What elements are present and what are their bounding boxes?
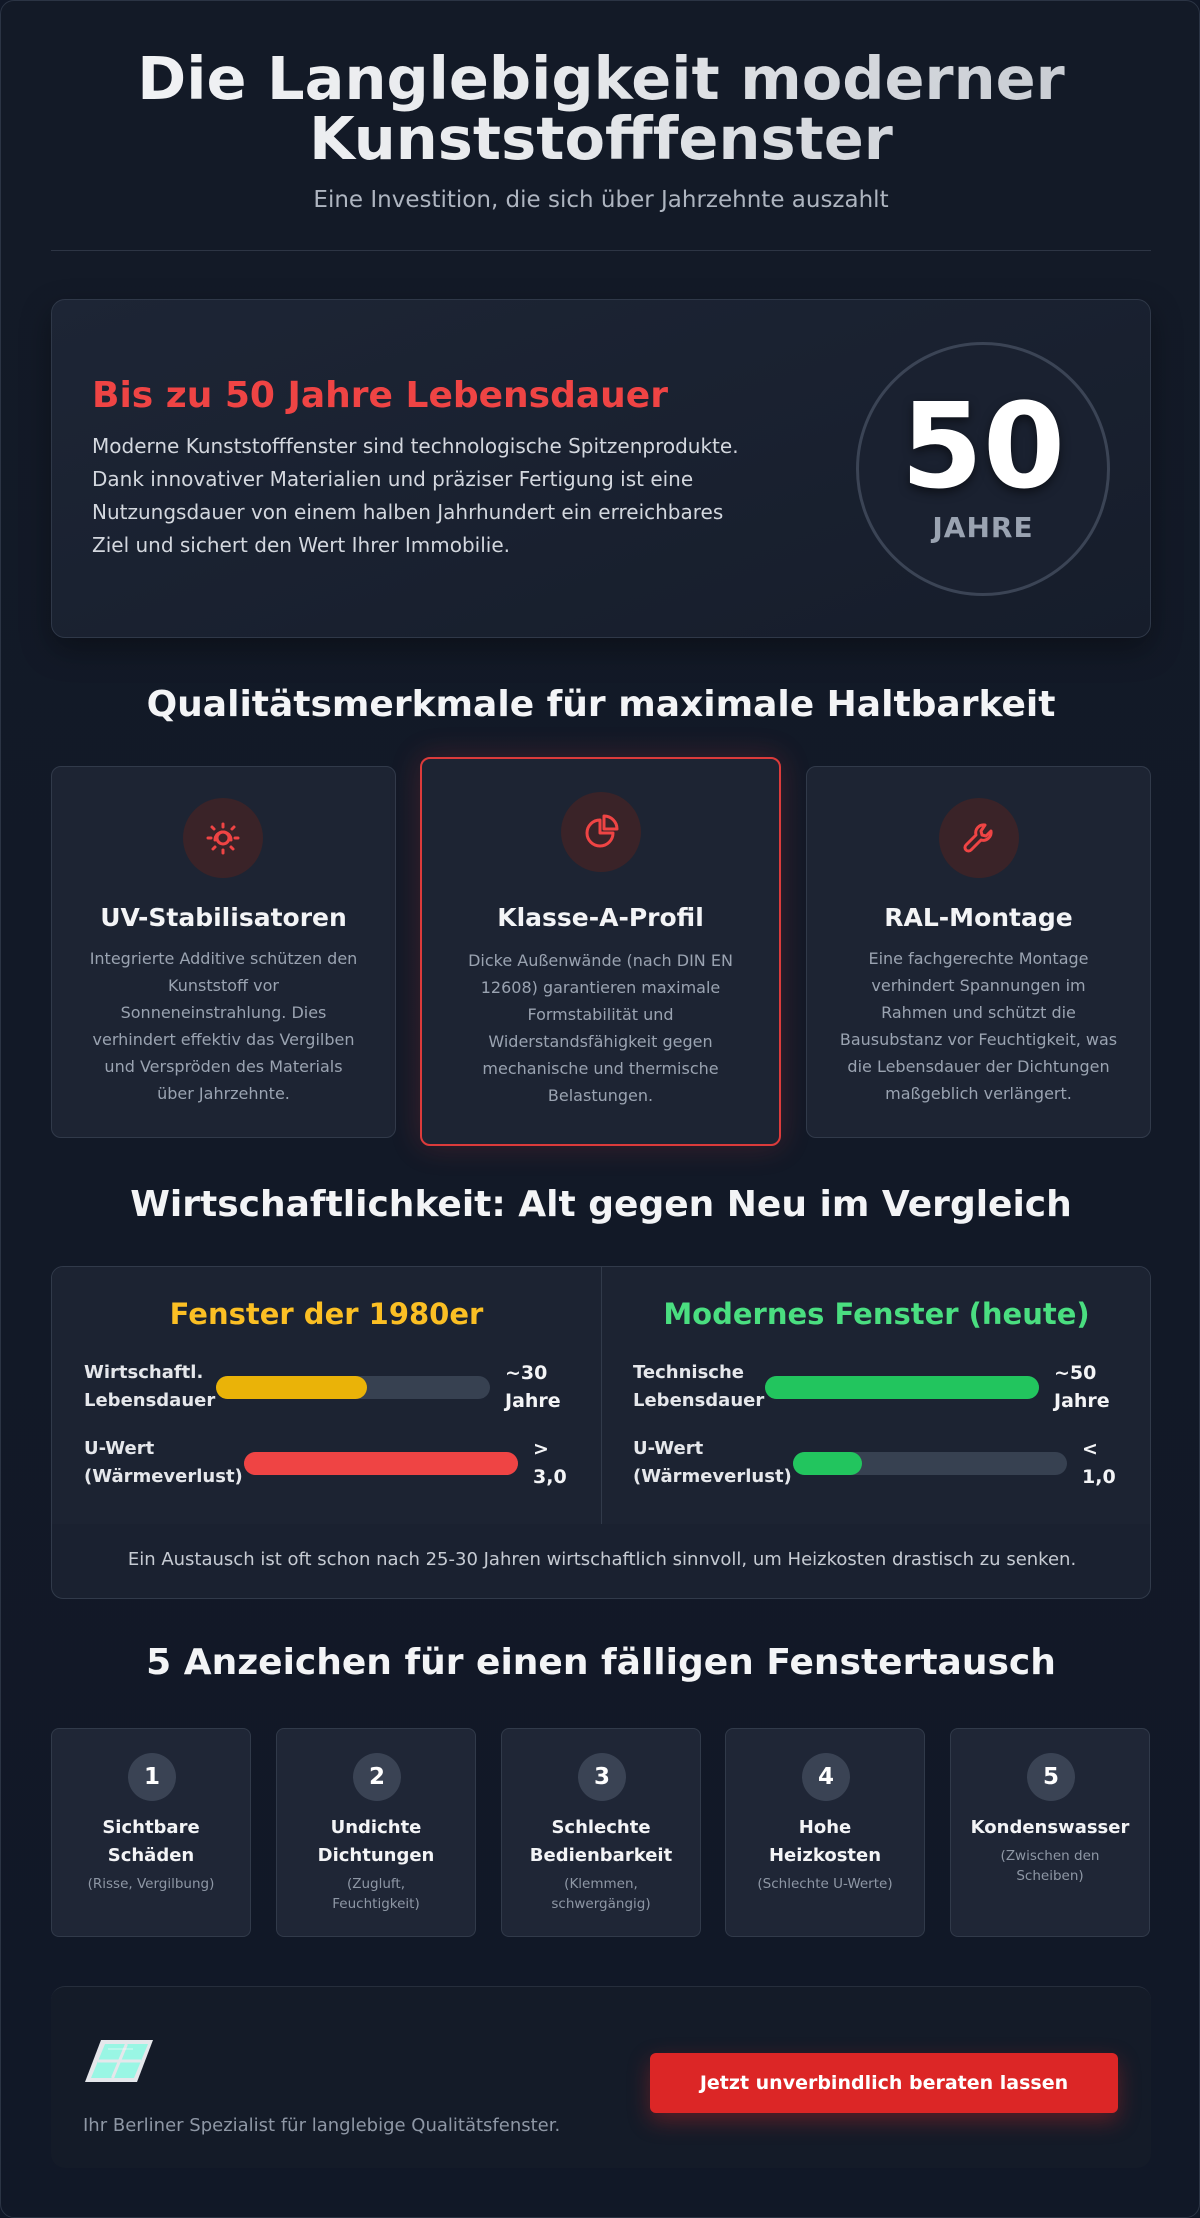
sign-subtitle: (Schlechte U-Werte) (757, 1876, 893, 1892)
sign-number: 2 (353, 1753, 401, 1801)
footer-text: Ihr Berliner Spezialist für langlebige Q… (83, 2115, 561, 2136)
sun-icon (183, 798, 263, 878)
feature-card-profile: Klasse-A-Profil Dicke Außenwände (nach D… (420, 757, 781, 1146)
comparison-title: Wirtschaftlichkeit: Alt gegen Neu im Ver… (130, 1184, 1072, 1225)
sign-title: Schlechte Bedienbarkeit (529, 1817, 673, 1866)
sign-card-4: 4 Hohe Heizkosten (Schlechte U-Werte) (725, 1728, 925, 1937)
footer: Ihr Berliner Spezialist für langlebige Q… (51, 1986, 1151, 2168)
old-uvalue-value: > 3,0 (533, 1438, 567, 1488)
years-unit: JAHRE (932, 511, 1034, 544)
sign-subtitle: (Risse, Vergilbung) (87, 1876, 215, 1892)
sign-title: Undichte Dichtungen (317, 1817, 435, 1866)
wrench-icon (939, 798, 1019, 878)
comparison-table: Fenster der 1980er Wirtschaftl. Lebensda… (51, 1266, 1151, 1599)
sign-card-2: 2 Undichte Dichtungen (Zugluft, Feuchtigke… (276, 1728, 476, 1937)
new-uvalue-label: U-Wert (Wärmeverlust) (633, 1438, 792, 1487)
sign-title: Sichtbare Schäden (102, 1817, 200, 1866)
old-lifespan-label: Wirtschaftl. Lebensdauer (84, 1362, 216, 1411)
feature-card-montage: RAL-Montage Eine fachgerechte Montage ve… (806, 766, 1151, 1138)
new-lifespan-value: ~50 Jahre (1054, 1362, 1110, 1412)
comparison-note: Ein Austausch ist oft schon nach 25-30 J… (127, 1549, 1077, 1570)
sign-subtitle: (Zugluft, Feuchtigkeit) (332, 1876, 420, 1912)
new-lifespan-bar (765, 1376, 1039, 1399)
new-uvalue-bar-fill (793, 1452, 862, 1475)
old-uvalue-bar-fill (244, 1452, 518, 1475)
new-window-title: Modernes Fenster (heute) (663, 1297, 1090, 1331)
new-uvalue-value: < 1,0 (1082, 1438, 1116, 1488)
old-window-title: Fenster der 1980er (169, 1297, 484, 1331)
sign-title: Kondenswasser (970, 1817, 1130, 1838)
feature-title: Klasse-A-Profil (497, 903, 704, 932)
consultation-button[interactable]: Jetzt unverbindlich beraten lassen (650, 2053, 1118, 2113)
window-icon (83, 2037, 155, 2089)
feature-text: Dicke Außenwände (nach DIN EN 12608) gar… (468, 951, 733, 1105)
sign-card-5: 5 Kondenswasser (Zwischen den Scheiben) (950, 1728, 1150, 1937)
sign-number: 5 (1027, 1753, 1075, 1801)
header-divider (51, 250, 1151, 251)
page-title-line-1: Die Langlebigkeit moderner (137, 44, 1065, 113)
page-title-line-2: Kunststofffenster (309, 104, 893, 173)
feature-title: RAL-Montage (884, 903, 1073, 932)
old-lifespan-value: ~30 Jahre (505, 1362, 561, 1412)
years-badge: 50 JAHRE (856, 342, 1110, 596)
old-lifespan-bar (216, 1376, 490, 1399)
sign-number: 1 (128, 1753, 176, 1801)
signs-title: 5 Anzeichen für einen fälligen Fensterta… (146, 1642, 1056, 1683)
sign-card-1: 1 Sichtbare Schäden (Risse, Vergilbung) (51, 1728, 251, 1937)
feature-text: Eine fachgerechte Montage verhindert Spa… (839, 949, 1118, 1103)
page-subtitle: Eine Investition, die sich über Jahrzehn… (313, 187, 889, 213)
features-title: Qualitätsmerkmale für maximale Haltbarke… (146, 684, 1056, 725)
sign-title: Hohe Heizkosten (768, 1817, 882, 1866)
new-uvalue-bar (793, 1452, 1067, 1475)
page-title: Die Langlebigkeit moderner Kunststofffen… (51, 49, 1151, 169)
years-number: 50 (900, 377, 1066, 515)
sign-number: 3 (578, 1753, 626, 1801)
feature-text: Integrierte Additive schützen den Kunsts… (89, 949, 358, 1103)
new-lifespan-bar-fill (765, 1376, 1039, 1399)
hero-text: Moderne Kunststofffenster sind technolog… (92, 434, 739, 557)
old-lifespan-bar-fill (216, 1376, 367, 1399)
pie-chart-icon (561, 792, 641, 872)
hero-title: Bis zu 50 Jahre Lebensdauer (92, 375, 668, 416)
sign-card-3: 3 Schlechte Bedienbarkeit (Klemmen, schwer… (501, 1728, 701, 1937)
sign-number: 4 (802, 1753, 850, 1801)
new-lifespan-label: Technische Lebensdauer (633, 1362, 765, 1411)
comparison-separator (601, 1267, 602, 1524)
lifespan-hero: Bis zu 50 Jahre Lebensdauer Moderne Kuns… (51, 299, 1151, 638)
sign-subtitle: (Klemmen, schwergängig) (551, 1876, 651, 1912)
old-uvalue-label: U-Wert (Wärmeverlust) (84, 1438, 243, 1487)
sign-subtitle: (Zwischen den Scheiben) (1000, 1848, 1100, 1884)
feature-title: UV-Stabilisatoren (100, 903, 347, 932)
feature-card-uv: UV-Stabilisatoren Integrierte Additive s… (51, 766, 396, 1138)
old-uvalue-bar (244, 1452, 518, 1475)
